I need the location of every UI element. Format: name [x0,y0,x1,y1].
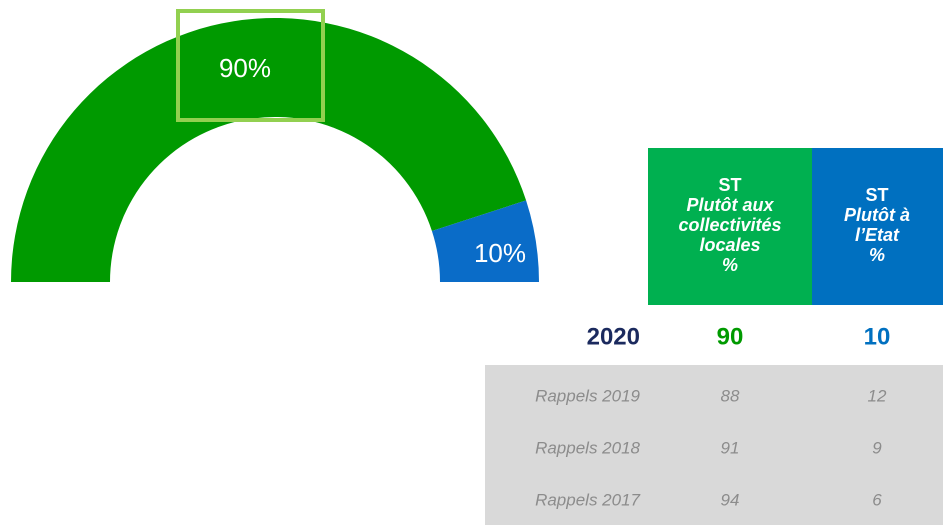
value-label: 90% [219,53,271,83]
header-text: Plutôt aux [686,195,774,215]
column-header [648,148,812,305]
header-text: % [869,245,885,265]
history-cell: Rappels 2017 [535,490,640,509]
header-text: % [722,255,738,275]
history-cell: 91 [721,438,740,457]
header-text: ST [718,175,741,195]
history-background [485,365,943,525]
highlight-box [176,9,325,122]
history-cell: 6 [872,490,882,509]
header-text: Plutôt à [844,205,910,225]
header-text: l’Etat [855,225,900,245]
header-text: collectivités [678,215,781,235]
gauge-segment [431,200,539,282]
history-cell: 94 [721,490,740,509]
gauge-segment [11,17,527,282]
header-text: ST [865,185,888,205]
column-header [812,148,943,305]
current-cell: 90 [717,323,744,350]
history-cell: 12 [868,386,887,405]
history-cell: Rappels 2019 [535,386,640,405]
history-cell: 9 [872,438,882,457]
history-cell: 88 [721,386,740,405]
value-label: 10% [474,238,526,268]
current-cell: 10 [864,323,891,350]
header-text: locales [699,235,760,255]
current-cell: 2020 [587,323,640,350]
history-cell: Rappels 2018 [535,438,640,457]
